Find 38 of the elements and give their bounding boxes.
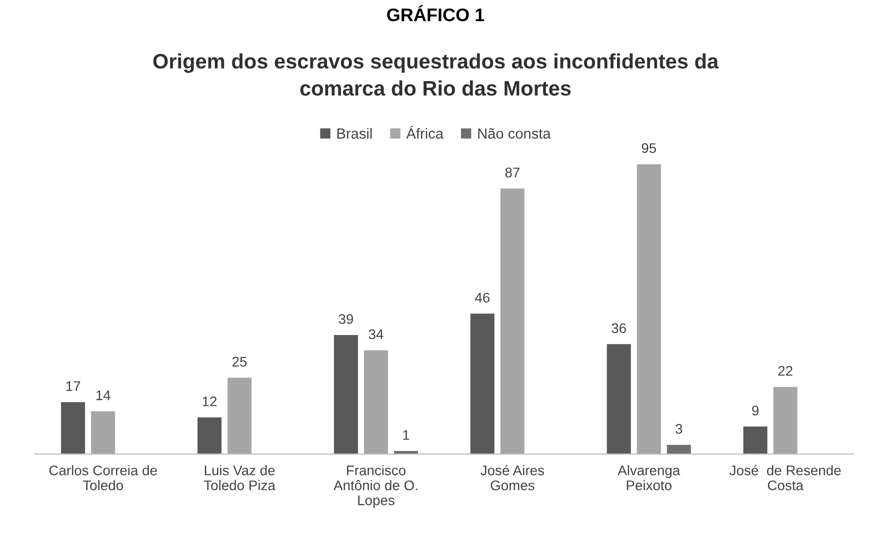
bar — [636, 164, 661, 454]
data-label: 14 — [96, 390, 110, 400]
bar — [500, 188, 524, 454]
bar — [61, 402, 86, 454]
legend-label: Brasil — [337, 128, 372, 139]
data-label: 34 — [368, 329, 384, 340]
x-tick-label: Alvarenga Peixoto — [618, 465, 680, 490]
data-label: 1 — [403, 430, 410, 440]
data-label: 3 — [676, 424, 682, 434]
data-label: 36 — [612, 323, 626, 334]
data-label: 39 — [338, 314, 354, 324]
legend-label: Não consta — [478, 128, 551, 139]
text: GRÁFICO 1 — [387, 5, 484, 22]
bar — [228, 378, 252, 454]
x-tick-label: José de Resende Costa — [730, 464, 841, 490]
data-label: 46 — [475, 292, 490, 303]
bar — [470, 314, 494, 454]
chart-title: Origem dos escravos sequestrados aos inconfidentes da comarca do Rio das Mortes — [153, 53, 719, 96]
bar — [666, 444, 691, 454]
bar — [743, 426, 768, 454]
x-tick-label: Francisco Antônio de O. Lopes — [334, 465, 418, 508]
bar — [334, 334, 358, 454]
data-label: 9 — [752, 406, 759, 416]
data-label: 22 — [778, 366, 792, 376]
data-label: 25 — [232, 356, 247, 367]
bar — [606, 344, 631, 454]
data-label: 17 — [66, 381, 80, 391]
x-tick-label: Carlos Correia de Toledo — [49, 465, 157, 490]
data-label: 95 — [642, 143, 656, 154]
bar — [197, 417, 222, 454]
legend-label: África — [406, 126, 444, 139]
data-label: 87 — [505, 168, 520, 178]
bar — [364, 350, 388, 454]
bar — [91, 411, 116, 454]
data-label: 12 — [202, 396, 217, 406]
bar — [773, 386, 798, 454]
x-tick-label: Luis Vaz de Toledo Piza — [204, 465, 276, 490]
x-tick-label: José Aires Gomes — [480, 464, 544, 490]
